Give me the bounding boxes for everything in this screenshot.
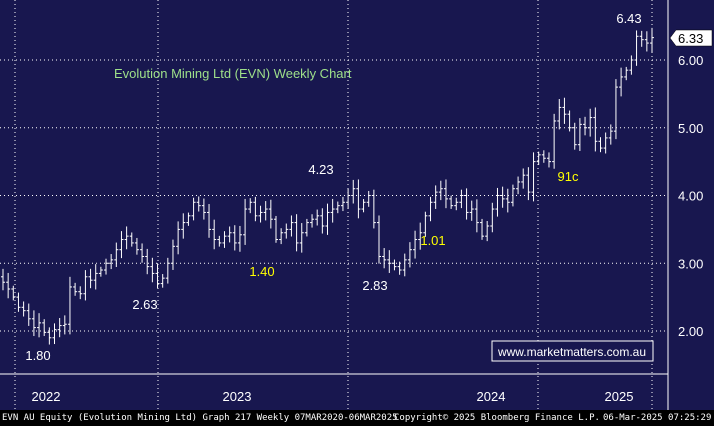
- plot-area: [0, 0, 668, 374]
- annotation-label: 2.63: [132, 297, 157, 312]
- footer-center: Copyright© 2025 Bloomberg Finance L.P.: [394, 413, 600, 423]
- footer-bar: EVN AU Equity (Evolution Mining Ltd) Gra…: [0, 410, 714, 426]
- annotation-label: 91c: [558, 169, 579, 184]
- y-tick-label: 2.00: [678, 324, 703, 339]
- last-price-label: 6.33: [678, 31, 703, 46]
- x-tick-label: 2022: [32, 389, 61, 404]
- y-axis-panel: [668, 0, 714, 410]
- x-axis-panel: [0, 374, 668, 410]
- last-price-badge: [669, 29, 713, 47]
- chart-title: Evolution Mining Ltd (EVN) Weekly Chart: [114, 66, 352, 81]
- annotation-label: 2.83: [362, 278, 387, 293]
- annotation-label: 1.01: [420, 233, 445, 248]
- x-tick-label: 2024: [477, 389, 506, 404]
- y-tick-label: 4.00: [678, 189, 703, 204]
- footer-left: EVN AU Equity (Evolution Mining Ltd) Gra…: [2, 413, 398, 423]
- watermark-text: www.marketmatters.com.au: [497, 345, 646, 359]
- annotation-label: 4.23: [308, 162, 333, 177]
- annotation-label: 6.43: [616, 11, 641, 26]
- y-tick-label: 3.00: [678, 256, 703, 271]
- y-tick-label: 6.00: [678, 53, 703, 68]
- watermark-box: [491, 340, 654, 362]
- x-tick-label: 2025: [605, 389, 634, 404]
- annotation-label: 1.40: [249, 264, 274, 279]
- footer-right: 06-Mar-2025 07:25:29: [603, 413, 712, 423]
- x-tick-label: 2023: [223, 389, 252, 404]
- annotation-label: 1.80: [25, 348, 50, 363]
- y-tick-label: 5.00: [678, 121, 703, 136]
